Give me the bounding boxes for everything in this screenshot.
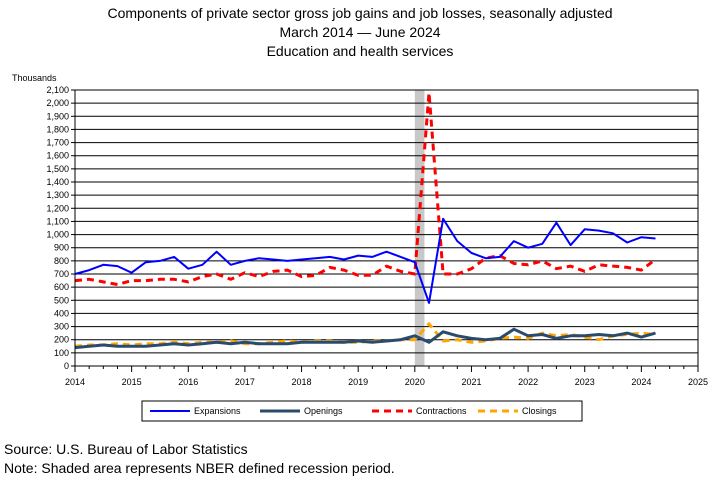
legend-label-contractions: Contractions xyxy=(416,406,467,416)
y-tick-label: 1,400 xyxy=(46,177,69,187)
source-note: Source: U.S. Bureau of Labor Statistics xyxy=(4,441,248,457)
y-tick-label: 600 xyxy=(54,282,69,292)
y-tick-label: 1,700 xyxy=(46,138,69,148)
legend-box xyxy=(141,400,583,422)
y-tick-label: 2,100 xyxy=(46,85,69,95)
x-tick-label: 2021 xyxy=(461,377,481,387)
x-tick-label: 2014 xyxy=(65,377,85,387)
legend: Expansions Openings Contractions Closings xyxy=(141,400,583,422)
legend-label-closings: Closings xyxy=(522,406,557,416)
x-tick-label: 2019 xyxy=(348,377,368,387)
chart-period-subtitle: March 2014 — June 2024 xyxy=(279,24,441,40)
chart-title: Components of private sector gross job g… xyxy=(107,5,613,21)
y-tick-label: 1,000 xyxy=(46,230,69,240)
y-tick-label: 100 xyxy=(54,348,69,358)
x-tick-label: 2018 xyxy=(292,377,312,387)
y-tick-label: 1,200 xyxy=(46,203,69,213)
y-tick-label: 200 xyxy=(54,335,69,345)
y-tick-label: 1,100 xyxy=(46,216,69,226)
series-expansions-line xyxy=(74,217,656,304)
y-tick-label: 2,000 xyxy=(46,98,69,108)
recession-note: Note: Shaded area represents NBER define… xyxy=(4,460,395,476)
series-contractions-line xyxy=(74,91,657,286)
legend-label-openings: Openings xyxy=(304,406,343,416)
y-tick-label: 0 xyxy=(64,361,69,371)
y-tick-label: 800 xyxy=(54,256,69,266)
x-tick-label: 2023 xyxy=(575,377,595,387)
x-tick-label: 2025 xyxy=(688,377,708,387)
y-tick-label: 700 xyxy=(54,269,69,279)
y-tick-label: 1,300 xyxy=(46,190,69,200)
y-tick-label: 400 xyxy=(54,308,69,318)
plot-frame xyxy=(74,89,699,367)
x-tick-label: 2024 xyxy=(631,377,651,387)
x-tick-label: 2020 xyxy=(405,377,425,387)
x-tick-label: 2017 xyxy=(235,377,255,387)
legend-label-expansions: Expansions xyxy=(194,406,241,416)
y-tick-label: 1,600 xyxy=(46,151,69,161)
chart-industry-subtitle: Education and health services xyxy=(266,43,454,59)
x-tick-label: 2015 xyxy=(122,377,142,387)
y-tick-label: 1,800 xyxy=(46,124,69,134)
y-tick-label: 1,900 xyxy=(46,111,69,121)
line-chart: 0 100 200 300 400 500 600 700 800 900 1,000 1,100 1,… xyxy=(12,73,708,422)
x-tick-label: 2022 xyxy=(518,377,538,387)
x-tick-label: 2016 xyxy=(178,377,198,387)
y-axis-label: Thousands xyxy=(12,73,57,83)
series-openings-line xyxy=(74,327,656,350)
y-tick-label: 900 xyxy=(54,243,69,253)
y-tick-label: 1,500 xyxy=(46,164,69,174)
y-tick-label: 500 xyxy=(54,295,69,305)
y-tick-label: 300 xyxy=(54,322,69,332)
